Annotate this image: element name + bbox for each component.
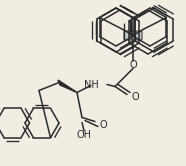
Text: 9H: 9H [129,33,137,38]
Text: O: O [129,59,137,70]
Text: O: O [100,120,108,129]
Text: O: O [132,91,140,101]
Text: OH: OH [76,130,92,140]
FancyBboxPatch shape [124,31,142,40]
Text: NH: NH [84,80,99,89]
Polygon shape [58,80,77,92]
